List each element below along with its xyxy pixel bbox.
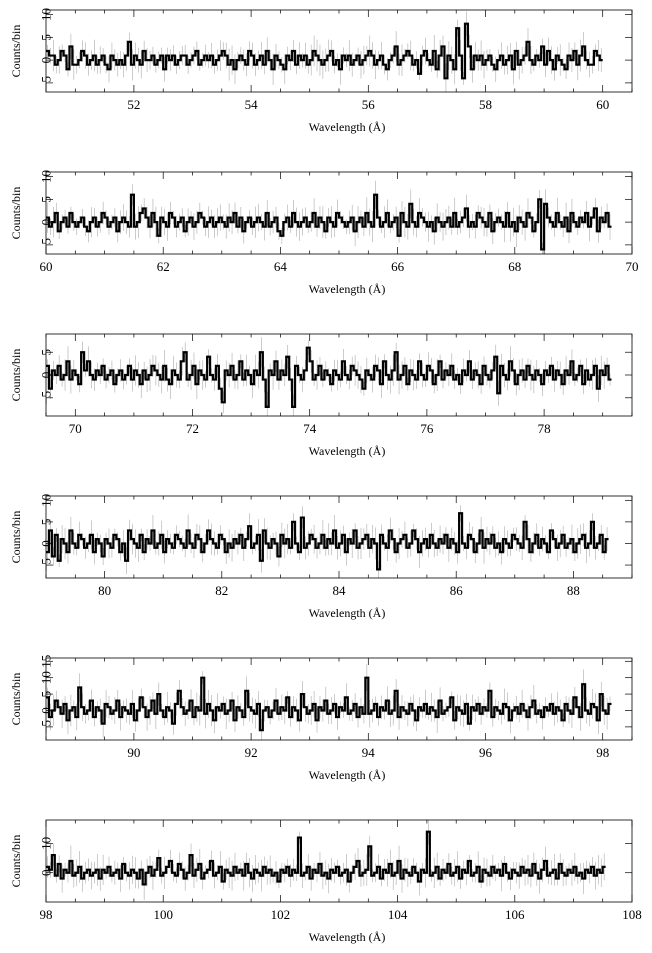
y-tick-label: 0 bbox=[39, 540, 54, 547]
y-axis-label: Counts/bin bbox=[9, 187, 23, 240]
x-tick-label: 64 bbox=[274, 259, 288, 274]
panel-2: 60 62 64 66 68 70 −5 0 5 10 Wavelength (Å) Counts/b… bbox=[9, 170, 639, 296]
x-axis-label: Wavelength (Å) bbox=[309, 444, 386, 458]
x-tick-label: 108 bbox=[622, 907, 642, 922]
panel-4: 80 82 84 86 88 −5 0 5 10 Wavelength (Å) Counts/bin bbox=[9, 494, 633, 620]
spectrum-histogram bbox=[46, 193, 612, 251]
x-tick-label: 76 bbox=[420, 421, 434, 436]
y-axis-label: Counts/bin bbox=[9, 673, 23, 726]
y-axis-label: Counts/bin bbox=[9, 835, 23, 888]
panel-1: 52 54 56 58 60 −5 0 5 10 Wavelength (Å) Counts/bin bbox=[9, 8, 633, 134]
spectrum-histogram bbox=[46, 676, 612, 732]
x-tick-label: 88 bbox=[567, 583, 580, 598]
x-tick-label: 106 bbox=[505, 907, 525, 922]
panel-5: 90 92 94 96 98 −5 0 5 10 15 Wavelength (Å) Counts/b… bbox=[9, 655, 633, 782]
x-tick-label: 92 bbox=[245, 745, 258, 760]
y-tick-label: 15 bbox=[39, 655, 54, 668]
x-tick-label: 60 bbox=[40, 259, 53, 274]
x-tick-label: 68 bbox=[508, 259, 521, 274]
y-tick-label: 5 bbox=[39, 519, 54, 526]
x-tick-label: 78 bbox=[538, 421, 551, 436]
y-tick-label: 5 bbox=[39, 34, 54, 41]
y-tick-label: 0 bbox=[39, 372, 54, 379]
x-tick-label: 52 bbox=[127, 97, 140, 112]
x-tick-label: 58 bbox=[479, 97, 492, 112]
spectrum-histogram bbox=[46, 22, 603, 80]
x-axis-label: Wavelength (Å) bbox=[309, 120, 386, 134]
y-tick-label: 0 bbox=[39, 869, 54, 876]
plot-area bbox=[46, 180, 612, 254]
x-tick-label: 98 bbox=[596, 745, 609, 760]
x-axis-label: Wavelength (Å) bbox=[309, 930, 386, 944]
y-tick-label: 0 bbox=[39, 707, 54, 714]
y-tick-label: 5 bbox=[39, 691, 54, 698]
panel-6: 98 100 102 104 106 108 0 10 Wavelength (Å) Counts… bbox=[9, 819, 642, 944]
x-tick-label: 86 bbox=[450, 583, 464, 598]
y-tick-label: 10 bbox=[39, 8, 54, 21]
y-tick-label: −5 bbox=[39, 558, 54, 572]
y-tick-label: 10 bbox=[39, 494, 54, 507]
x-tick-label: 62 bbox=[157, 259, 170, 274]
x-tick-label: 100 bbox=[153, 907, 173, 922]
y-tick-label: −5 bbox=[39, 391, 54, 405]
y-tick-label: 5 bbox=[39, 196, 54, 203]
plot-frame bbox=[45, 495, 633, 579]
y-tick-label: 5 bbox=[39, 349, 54, 356]
plot-area bbox=[46, 664, 612, 740]
x-tick-label: 70 bbox=[69, 421, 82, 436]
panel-3: 70 72 74 76 78 −5 0 5 Wavelength (Å) Counts/bin bbox=[9, 333, 633, 458]
x-axis-label: Wavelength (Å) bbox=[309, 768, 386, 782]
y-tick-label: 0 bbox=[39, 57, 54, 64]
y-axis-label: Counts/bin bbox=[9, 25, 23, 78]
x-tick-label: 84 bbox=[333, 583, 347, 598]
y-axis-label: Counts/bin bbox=[9, 511, 23, 564]
x-tick-label: 80 bbox=[98, 583, 111, 598]
spectrum-histogram bbox=[46, 512, 609, 571]
plot-frame bbox=[45, 657, 633, 741]
plot-area bbox=[46, 337, 612, 416]
x-tick-label: 96 bbox=[479, 745, 493, 760]
x-axis-label: Wavelength (Å) bbox=[309, 606, 386, 620]
plot-area bbox=[46, 505, 609, 578]
x-tick-label: 104 bbox=[388, 907, 408, 922]
y-tick-label: 10 bbox=[39, 837, 54, 850]
y-tick-label: −5 bbox=[39, 238, 54, 252]
x-tick-label: 98 bbox=[40, 907, 53, 922]
x-tick-label: 66 bbox=[391, 259, 405, 274]
y-tick-label: −5 bbox=[39, 720, 54, 734]
y-tick-label: 10 bbox=[39, 170, 54, 183]
spectrum-histogram bbox=[46, 346, 612, 408]
plot-area bbox=[46, 11, 603, 92]
x-tick-label: 54 bbox=[245, 97, 259, 112]
x-axis-label: Wavelength (Å) bbox=[309, 282, 386, 296]
y-tick-label: 10 bbox=[39, 671, 54, 684]
y-tick-label: 0 bbox=[39, 219, 54, 226]
x-tick-label: 74 bbox=[303, 421, 317, 436]
x-tick-label: 60 bbox=[596, 97, 609, 112]
x-tick-label: 70 bbox=[626, 259, 639, 274]
x-tick-label: 94 bbox=[362, 745, 376, 760]
y-tick-label: −5 bbox=[39, 76, 54, 90]
x-tick-label: 90 bbox=[127, 745, 140, 760]
x-tick-label: 56 bbox=[362, 97, 376, 112]
x-tick-label: 102 bbox=[271, 907, 291, 922]
x-tick-label: 82 bbox=[215, 583, 228, 598]
y-axis-label: Counts/bin bbox=[9, 349, 23, 402]
spectrum-histogram bbox=[46, 830, 606, 886]
x-tick-label: 72 bbox=[186, 421, 199, 436]
plot-area bbox=[46, 820, 606, 900]
